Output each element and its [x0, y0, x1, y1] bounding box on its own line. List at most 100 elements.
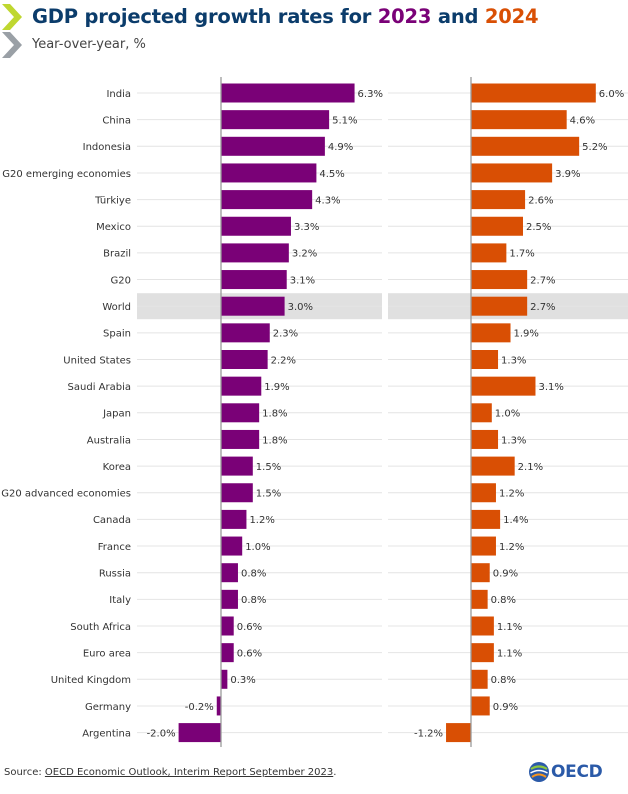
bar-2023-japan: [221, 403, 260, 423]
bar-2024-canada: [471, 509, 501, 529]
bar-2023-germany: [216, 696, 221, 716]
bar-2024-g20-advanced-economies: [471, 483, 496, 503]
bar-2023-canada: [221, 509, 247, 529]
bar-2023-south-africa: [221, 616, 234, 636]
chart-subtitle: Year-over-year, %: [32, 37, 146, 52]
value-label-2024-italy: 0.8%: [491, 595, 516, 606]
value-label-2023-korea: 1.5%: [256, 462, 281, 473]
title-year-2023: 2023: [377, 5, 432, 28]
bar-2024-world: [471, 296, 528, 316]
value-label-2023-united-states: 2.2%: [271, 355, 296, 366]
bar-2023-russia: [221, 563, 238, 583]
category-label-korea: Korea: [103, 462, 131, 473]
value-label-2023-south-africa: 0.6%: [237, 622, 262, 633]
value-label-2023-china: 5.1%: [332, 115, 357, 126]
bar-2023-g20-emerging-economies: [221, 163, 317, 183]
category-label-g20-advanced-economies: G20 advanced economies: [1, 489, 131, 500]
bar-2024-g20-emerging-economies: [471, 163, 553, 183]
value-label-2024-korea: 2.1%: [518, 462, 543, 473]
bar-2024-spain: [471, 323, 511, 343]
category-label-canada: Canada: [93, 515, 131, 526]
bar-2024-mexico: [471, 216, 523, 236]
value-label-2023-russia: 0.8%: [241, 569, 266, 580]
category-label-china: China: [102, 115, 131, 126]
value-label-2023-saudi-arabia: 1.9%: [264, 382, 289, 393]
value-label-2024-united-states: 1.3%: [501, 355, 526, 366]
value-label-2024-g20-emerging-economies: 3.9%: [555, 169, 580, 180]
bar-2023-mexico: [221, 216, 291, 236]
category-label-brazil: Brazil: [103, 249, 131, 260]
value-label-2023-japan: 1.8%: [262, 409, 287, 420]
value-label-2024-south-africa: 1.1%: [497, 622, 522, 633]
source-note: Source: OECD Economic Outlook, Interim R…: [4, 767, 336, 778]
value-label-2024-mexico: 2.5%: [526, 222, 551, 233]
value-label-2023-united-kingdom: 0.3%: [230, 675, 255, 686]
value-label-2023-spain: 2.3%: [273, 329, 298, 340]
category-label-russia: Russia: [99, 569, 131, 580]
value-label-2024-brazil: 1.7%: [509, 249, 534, 260]
value-label-2024-japan: 1.0%: [495, 409, 520, 420]
bar-2023-china: [221, 110, 330, 130]
bar-2024-india: [471, 83, 596, 103]
title-and: and: [431, 5, 485, 28]
source-link[interactable]: OECD Economic Outlook, Interim Report Se…: [44, 767, 334, 778]
category-label-indonesia: Indonesia: [83, 142, 131, 153]
value-label-2023-world: 3.0%: [288, 302, 313, 313]
category-label-australia: Australia: [87, 435, 131, 446]
category-label-germany: Germany: [85, 702, 131, 713]
chart-header: GDP projected growth rates for 2023 and …: [0, 0, 628, 70]
bar-2024-france: [471, 536, 496, 556]
bar-2023-indonesia: [221, 136, 325, 156]
value-label-2023-canada: 1.2%: [249, 515, 274, 526]
bar-2024-japan: [471, 403, 492, 423]
bar-2023-g20-advanced-economies: [221, 483, 253, 503]
category-label-united-states: United States: [63, 355, 131, 366]
value-label-2024-argentina: -1.2%: [414, 728, 443, 739]
bar-2024-brazil: [471, 243, 507, 263]
bar-2023-italy: [221, 589, 238, 609]
bar-2023-g20: [221, 270, 287, 290]
chevron-decoration-icon: [2, 4, 22, 58]
bar-2024-russia: [471, 563, 490, 583]
bar-2023-world: [221, 296, 285, 316]
source-label: Source:: [4, 767, 45, 778]
bar-2023-korea: [221, 456, 253, 476]
value-label-2023-australia: 1.8%: [262, 435, 287, 446]
category-label-india: India: [106, 89, 131, 100]
oecd-logo: OECD: [528, 761, 626, 783]
value-label-2023-g20: 3.1%: [290, 275, 315, 286]
bar-2023-india: [221, 83, 355, 103]
value-label-2024-indonesia: 5.2%: [582, 142, 607, 153]
value-label-2023-france: 1.0%: [245, 542, 270, 553]
bar-2023-united-kingdom: [221, 669, 228, 689]
value-label-2023-indonesia: 4.9%: [328, 142, 353, 153]
category-label-mexico: Mexico: [96, 222, 131, 233]
value-label-2024-euro-area: 1.1%: [497, 648, 522, 659]
value-label-2024-united-kingdom: 0.8%: [491, 675, 516, 686]
bar-2024-korea: [471, 456, 515, 476]
chart-title: GDP projected growth rates for 2023 and …: [32, 5, 539, 28]
category-label-italy: Italy: [109, 595, 131, 606]
value-label-2024-france: 1.2%: [499, 542, 524, 553]
category-label-united-kingdom: United Kingdom: [51, 675, 131, 686]
value-label-2023-italy: 0.8%: [241, 595, 266, 606]
bar-2023-brazil: [221, 243, 289, 263]
value-label-2024-australia: 1.3%: [501, 435, 526, 446]
value-label-2023-mexico: 3.3%: [294, 222, 319, 233]
title-year-2024: 2024: [484, 5, 539, 28]
category-label-world: World: [102, 302, 131, 313]
value-label-2024-g20-advanced-economies: 1.2%: [499, 489, 524, 500]
value-label-2023-g20-advanced-economies: 1.5%: [256, 489, 281, 500]
value-label-2023-germany: -0.2%: [185, 702, 214, 713]
source-end: .: [333, 767, 337, 778]
value-label-2024-china: 4.6%: [570, 115, 595, 126]
category-label-argentina: Argentina: [82, 728, 131, 739]
value-label-2024-saudi-arabia: 3.1%: [538, 382, 563, 393]
bar-2024-g20: [471, 270, 528, 290]
bar-2023-argentina: [178, 723, 221, 743]
value-label-2023-t-rkiye: 4.3%: [315, 195, 340, 206]
value-label-2023-argentina: -2.0%: [147, 728, 176, 739]
bar-2024-argentina: [446, 723, 471, 743]
bar-2023-france: [221, 536, 243, 556]
